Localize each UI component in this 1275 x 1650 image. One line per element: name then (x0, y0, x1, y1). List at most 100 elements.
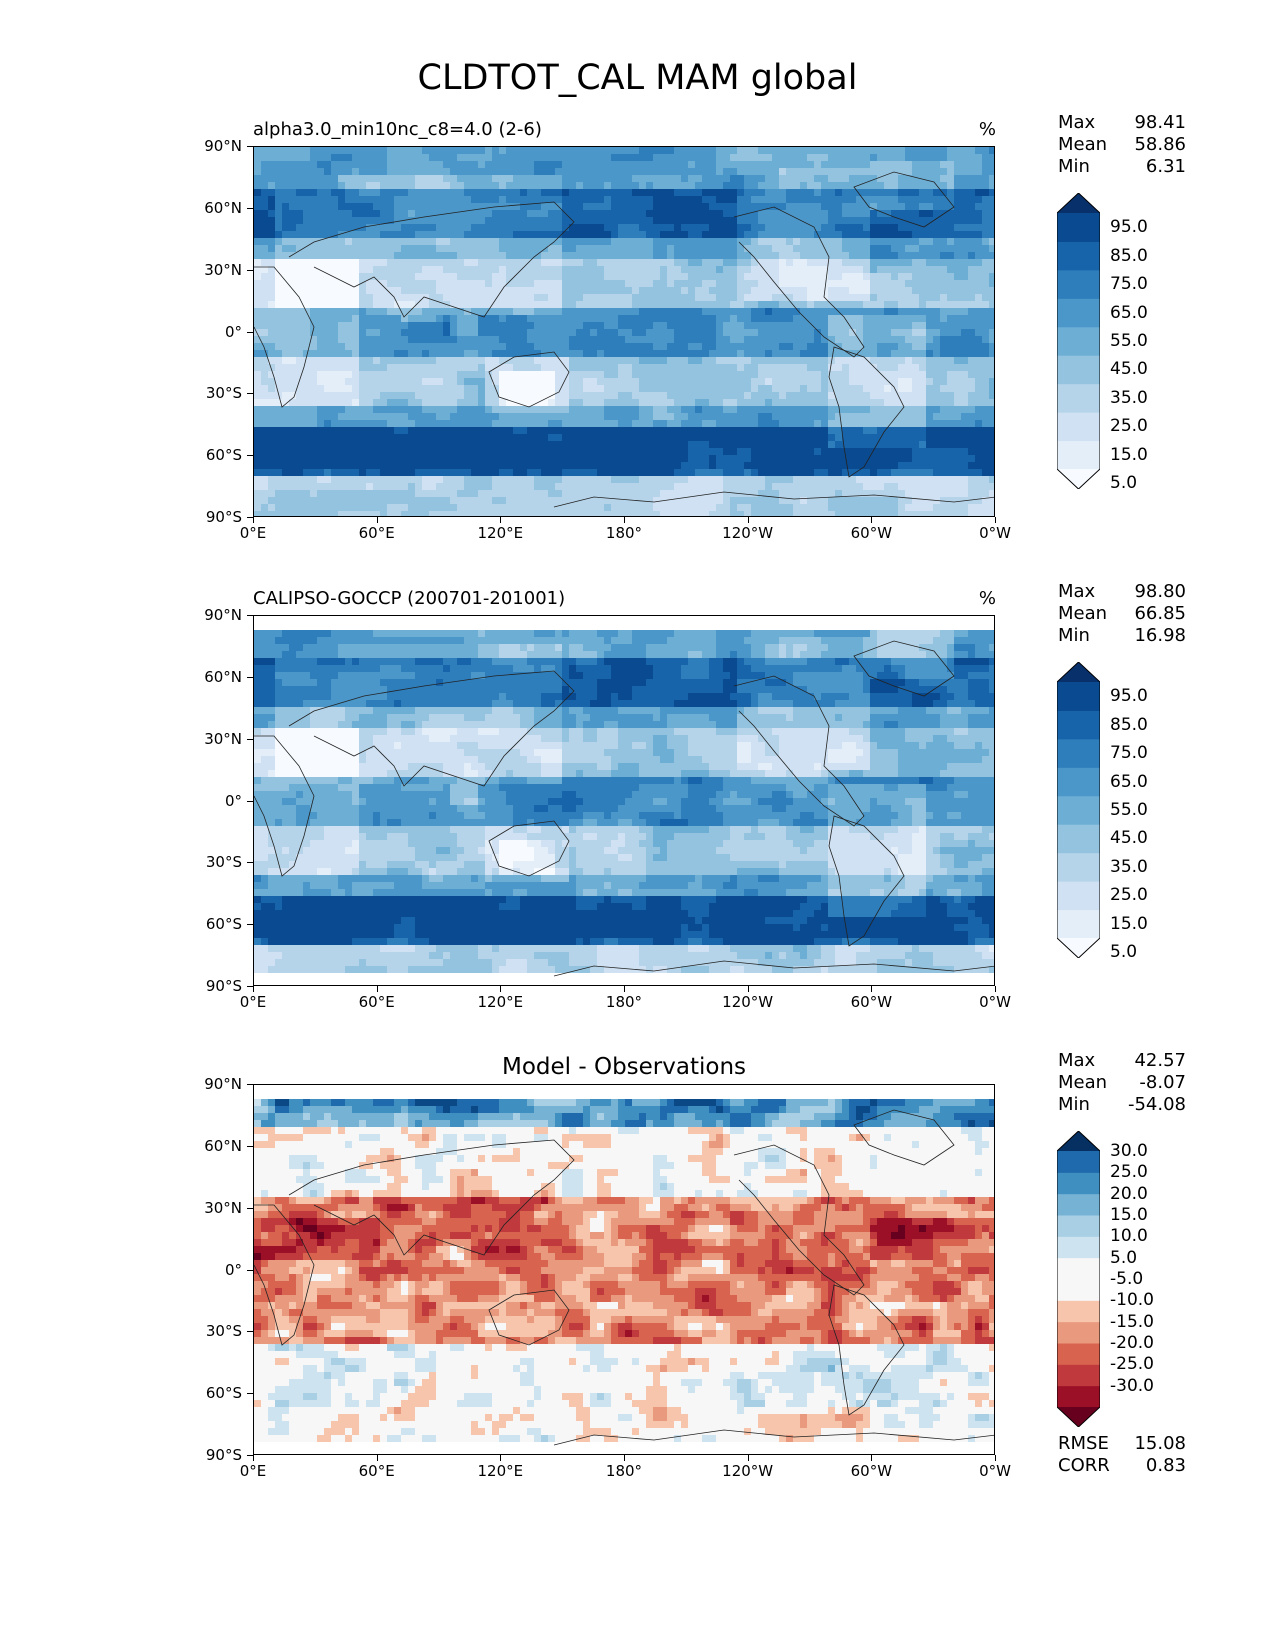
colorbar-segment (1057, 1257, 1100, 1280)
y-tick (247, 615, 253, 616)
stat-max-label: Max (1058, 581, 1096, 602)
colorbar-segment (1057, 881, 1100, 911)
map-field (254, 147, 994, 516)
colorbar-segment (1057, 412, 1100, 442)
stat-max: 98.41 (1134, 112, 1186, 133)
y-tick-label: 90°N (204, 137, 242, 155)
x-tick (376, 1455, 378, 1461)
colorbar-segment (1057, 682, 1100, 711)
y-tick (247, 1145, 253, 1147)
colorbar-tick-label: -10.0 (1110, 1290, 1154, 1311)
x-tick-label: 0°W (979, 993, 1011, 1011)
y-tick-label: 0° (224, 322, 242, 341)
colorbar-tick-label: 5.0 (1110, 473, 1138, 494)
y-tick-label: 30°N (204, 1198, 242, 1217)
stat-mean-label: Mean (1058, 603, 1108, 624)
stat-max: 42.57 (1134, 1050, 1186, 1071)
colorbar (1057, 662, 1100, 958)
x-tick (871, 517, 873, 523)
panel-title: CALIPSO-GOCCP (200701-201001) (253, 588, 566, 609)
y-tick (247, 1455, 253, 1456)
map-model (253, 146, 995, 517)
colorbar-bottom-extension (1057, 469, 1100, 489)
coastline (553, 960, 994, 977)
coastline (553, 1429, 994, 1446)
map-field (254, 616, 994, 985)
colorbar-segment (1057, 1364, 1100, 1387)
rmse-value: 15.08 (1134, 1433, 1186, 1454)
x-tick (500, 517, 502, 523)
y-tick (247, 207, 253, 209)
colorbar-tick-label: 25.0 (1110, 416, 1148, 437)
colorbar-top-extension (1057, 1131, 1100, 1151)
stat-min: -54.08 (1127, 1094, 1186, 1115)
colorbar-tick-label: 30.0 (1110, 1141, 1148, 1161)
colorbar-segment (1057, 909, 1100, 939)
coastline (288, 1139, 575, 1256)
rmse-label: RMSE (1058, 1433, 1109, 1454)
y-tick (247, 393, 253, 395)
x-tick-label: 60°E (358, 1462, 395, 1480)
y-tick-label: 90°S (205, 977, 242, 995)
map-observations (253, 615, 995, 986)
coastline (828, 346, 905, 478)
colorbar-segment (1057, 298, 1100, 328)
coastline (254, 735, 315, 877)
y-tick-label: 30°S (205, 853, 242, 872)
x-tick (871, 1455, 873, 1461)
colorbar-segment (1057, 1193, 1100, 1216)
colorbar-segment (1057, 440, 1100, 470)
x-tick-label: 60°W (850, 1462, 893, 1480)
colorbar-segment (1057, 326, 1100, 356)
x-tick (995, 1455, 996, 1461)
x-tick (747, 1455, 749, 1461)
y-tick-label: 60°N (204, 198, 242, 217)
x-tick (253, 986, 254, 992)
coastline (254, 266, 315, 408)
stat-mean-label: Mean (1058, 1072, 1108, 1093)
y-tick-label: 60°S (205, 915, 242, 934)
colorbar-bottom-extension (1057, 1407, 1100, 1427)
x-tick (500, 1455, 502, 1461)
x-tick-label: 60°E (358, 993, 395, 1011)
coastline (488, 1289, 570, 1346)
x-tick-label: 0°W (979, 1462, 1011, 1480)
x-tick-label: 120°E (477, 1462, 524, 1480)
x-tick (376, 986, 378, 992)
x-tick-label: 180° (605, 524, 643, 542)
x-tick (995, 517, 996, 523)
y-tick (247, 1269, 253, 1271)
colorbar-segment (1057, 1300, 1100, 1323)
y-tick-label: 90°N (204, 1075, 242, 1093)
coastline (553, 491, 994, 508)
x-tick-label: 120°W (722, 524, 774, 542)
x-tick-label: 180° (605, 993, 643, 1011)
y-tick-label: 30°S (205, 384, 242, 403)
panel-units: % (978, 588, 996, 609)
coastline (853, 640, 955, 697)
coastline (733, 1144, 865, 1296)
colorbar-segment (1057, 1215, 1100, 1237)
x-tick (253, 517, 254, 523)
colorbar-segment (1057, 269, 1100, 299)
colorbar-segment (1057, 1236, 1100, 1259)
colorbar-tick-label: 45.0 (1110, 828, 1148, 849)
colorbar-segment (1057, 213, 1100, 242)
x-tick-label: 0°E (239, 993, 267, 1011)
colorbar-segment (1057, 710, 1100, 740)
y-tick-label: 30°S (205, 1322, 242, 1341)
colorbar-tick-label: -25.0 (1110, 1354, 1154, 1375)
y-tick (247, 986, 253, 987)
y-tick (247, 146, 253, 147)
colorbar-segment (1057, 383, 1100, 413)
stat-min-label: Min (1058, 625, 1090, 646)
colorbar-segment (1057, 1172, 1100, 1195)
colorbar-top-extension (1057, 662, 1100, 682)
stat-min: 16.98 (1134, 625, 1186, 646)
y-tick (247, 862, 253, 864)
coastline (733, 675, 865, 827)
field-cells (254, 1085, 994, 1454)
x-tick-label: 60°E (358, 524, 395, 542)
colorbar-tick-label: -30.0 (1110, 1375, 1154, 1396)
stat-mean: 66.85 (1134, 603, 1186, 624)
